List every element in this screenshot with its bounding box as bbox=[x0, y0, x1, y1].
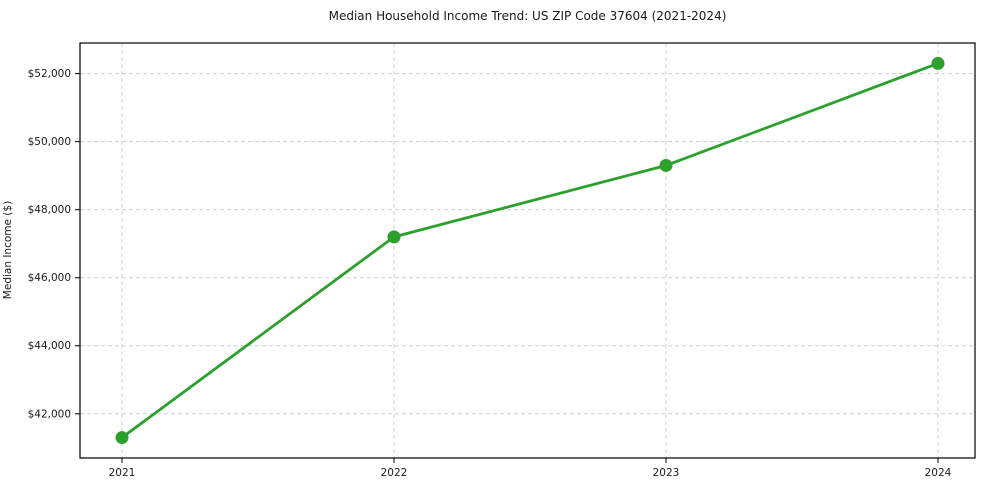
x-tick-label: 2023 bbox=[653, 467, 680, 479]
y-tick-label: $52,000 bbox=[28, 68, 71, 80]
x-tick-label: 2022 bbox=[381, 467, 408, 479]
plot-border bbox=[79, 42, 976, 459]
y-tick-label: $42,000 bbox=[28, 408, 71, 420]
x-tick-label: 2021 bbox=[109, 467, 136, 479]
chart-title: Median Household Income Trend: US ZIP Co… bbox=[328, 9, 727, 23]
trend-line bbox=[120, 62, 940, 439]
y-tick-label: $44,000 bbox=[28, 340, 71, 352]
y-tick-label: $46,000 bbox=[28, 272, 71, 284]
y-tick-label: $50,000 bbox=[28, 136, 71, 148]
y-tick-label: $48,000 bbox=[28, 204, 71, 216]
x-tick-label: 2024 bbox=[925, 467, 952, 479]
data-point bbox=[659, 158, 673, 172]
data-point bbox=[387, 230, 401, 244]
data-point bbox=[931, 56, 945, 70]
data-point bbox=[115, 431, 129, 445]
